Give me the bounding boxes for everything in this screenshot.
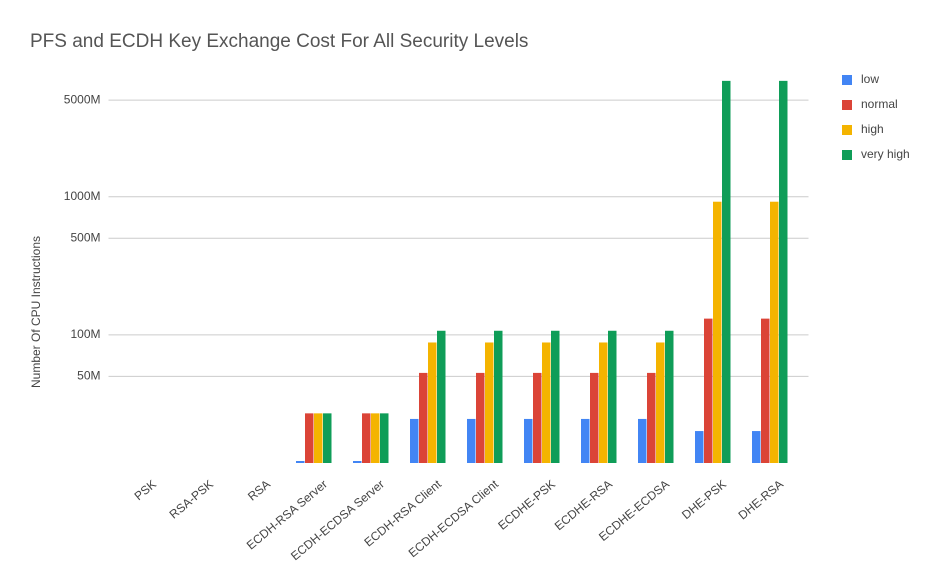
legend-label: normal [861, 97, 898, 111]
bar [371, 413, 380, 463]
bar [353, 461, 362, 463]
bar [524, 418, 533, 463]
bar [467, 418, 476, 463]
legend-swatch [842, 150, 852, 160]
legend-label: low [861, 72, 879, 86]
bar [542, 342, 551, 463]
y-tick-label: 500M [70, 230, 100, 244]
bar [437, 330, 446, 463]
x-tick-label: DHE-RSA [736, 477, 786, 522]
bar [296, 461, 305, 463]
bar [485, 342, 494, 463]
bar [752, 431, 761, 463]
legend-swatch [842, 125, 852, 135]
bar [638, 418, 647, 463]
bar [590, 372, 599, 463]
legend-label: very high [861, 147, 910, 161]
bar [665, 330, 674, 463]
x-tick-label: DHE-PSK [679, 477, 729, 522]
bar [551, 330, 560, 463]
bar [713, 201, 722, 463]
bar [761, 318, 770, 463]
x-tick-label: RSA-PSK [167, 477, 216, 522]
bar [533, 372, 542, 463]
chart-title: PFS and ECDH Key Exchange Cost For All S… [30, 31, 528, 52]
legend-label: high [861, 122, 884, 136]
bar [410, 418, 419, 463]
bar [323, 413, 332, 463]
bar [599, 342, 608, 463]
y-axis-label: Number Of CPU Instructions [29, 236, 43, 388]
bar [419, 372, 428, 463]
bar [722, 80, 731, 463]
x-tick-label: ECDHE-PSK [495, 477, 558, 533]
x-tick-label: RSA [245, 477, 273, 504]
bar [494, 330, 503, 463]
y-tick-label: 50M [77, 369, 100, 383]
bar [362, 413, 371, 463]
bar [428, 342, 437, 463]
bar [704, 318, 713, 463]
y-tick-label: 5000M [64, 92, 101, 106]
bar [581, 418, 590, 463]
y-tick-label: 1000M [64, 189, 101, 203]
x-tick-label: ECDH-ECDSA Server [288, 477, 387, 563]
bar [779, 80, 788, 463]
bar [647, 372, 656, 463]
bar [656, 342, 665, 463]
x-tick-label: PSK [132, 477, 159, 503]
bar [314, 413, 323, 463]
bar [476, 372, 485, 463]
bar [695, 431, 704, 463]
bar [770, 201, 779, 463]
bar [305, 413, 314, 463]
legend-swatch [842, 75, 852, 85]
bar [380, 413, 389, 463]
legend-swatch [842, 100, 852, 110]
bar [608, 330, 617, 463]
y-tick-label: 100M [70, 327, 100, 341]
